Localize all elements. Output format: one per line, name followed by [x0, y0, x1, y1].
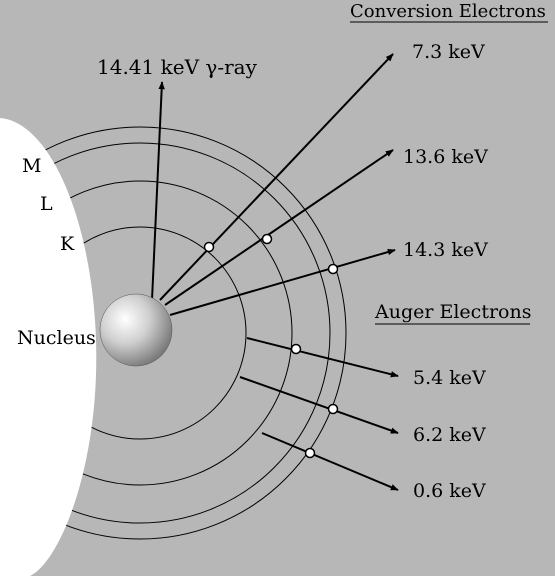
- ejection-point-5: [327, 403, 339, 415]
- conversion-arrows: [159, 53, 396, 316]
- nucleus-label: Nucleus: [17, 327, 96, 349]
- gamma-ray-label: 14.41 keV γ-ray: [97, 55, 258, 79]
- shell-m-orbit-outer: [0, 126, 347, 540]
- conversion-arrow-2: [164, 149, 394, 306]
- auger-arrow-3: [261, 432, 399, 491]
- shell-label-l: L: [40, 193, 53, 215]
- shell-label-k: K: [60, 233, 75, 255]
- ejection-point-2: [261, 233, 273, 245]
- conversion-energy-3: 14.3 keV: [403, 239, 488, 261]
- auger-arrow-2: [239, 376, 399, 434]
- auger-energy-2: 6.2 keV: [413, 424, 486, 446]
- auger-energy-1: 5.4 keV: [413, 367, 486, 389]
- nucleus-sphere: [99, 293, 173, 367]
- ejection-point-4: [290, 343, 302, 355]
- shell-l-orbit: [0, 180, 293, 486]
- ejection-point-6: [304, 447, 316, 459]
- auger-energy-3: 0.6 keV: [413, 480, 486, 502]
- conversion-energy-1: 7.3 keV: [412, 41, 485, 63]
- shell-m-orbit-inner: [0, 142, 331, 524]
- conversion-arrow-1: [159, 53, 394, 301]
- shell-label-m: M: [22, 155, 41, 177]
- gamma-ray-arrow: [151, 81, 165, 301]
- conversion-energy-2: 13.6 keV: [403, 146, 488, 168]
- ejection-point-3: [327, 263, 339, 275]
- auger-electrons-heading: Auger Electrons: [374, 301, 531, 323]
- ejection-points: [203, 233, 339, 459]
- conversion-arrow-3: [169, 248, 396, 316]
- ejection-point-1: [203, 241, 215, 253]
- auger-arrow-1: [246, 337, 399, 378]
- conversion-electrons-heading: Conversion Electrons: [350, 1, 546, 22]
- auger-arrows: [239, 337, 399, 491]
- nucleus-region: [0, 118, 97, 576]
